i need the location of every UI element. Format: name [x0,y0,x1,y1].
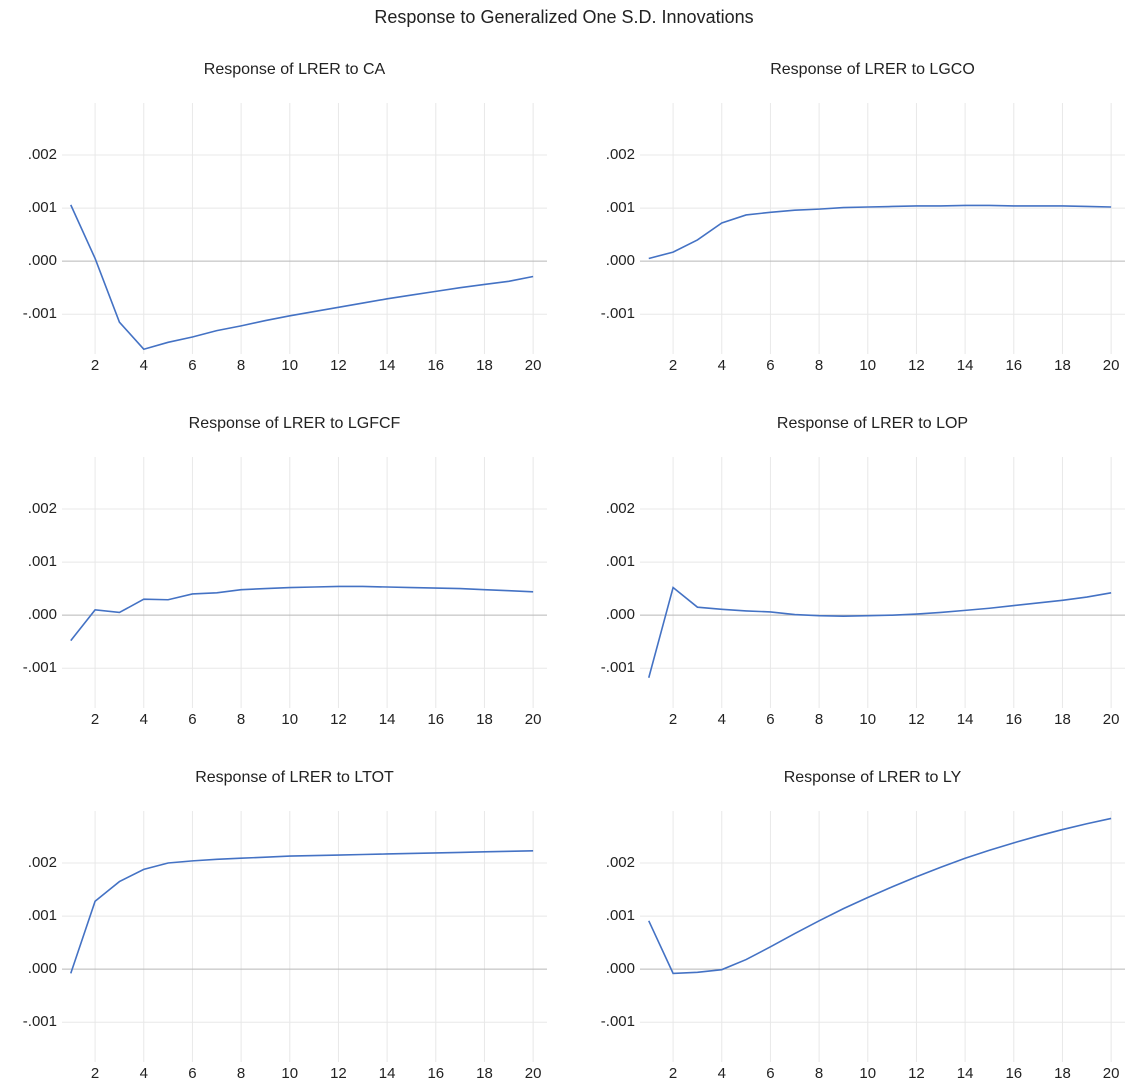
panel-title: Response of LRER to LGCO [770,61,975,78]
x-tick-label: 16 [427,711,444,728]
x-tick-label: 12 [330,1065,347,1082]
y-tick-label: .001 [606,199,635,216]
x-tick-label: 4 [718,357,726,374]
line [70,850,534,974]
y-tick-label: .000 [28,960,57,977]
x-tick-label: 2 [669,1065,677,1082]
x-tick-label: 4 [140,711,148,728]
x-tick-label: 18 [1054,1065,1071,1082]
x-tick-label: 16 [1005,711,1022,728]
y-tick-label: .002 [606,500,635,517]
y-tick-label: .002 [28,146,57,163]
panel-title: Response of LRER to CA [204,61,386,78]
x-tick-label: 2 [669,357,677,374]
y-tick-label: .001 [28,553,57,570]
x-tick-label: 10 [859,1065,876,1082]
x-tick-label: 8 [815,357,823,374]
y-tick-label: -.001 [23,305,57,322]
x-tick-label: 18 [1054,711,1071,728]
panel-title: Response of LRER to LOP [777,415,968,432]
x-tick-label: 12 [330,711,347,728]
x-tick-label: 6 [766,1065,774,1082]
y-tick-label: .000 [606,960,635,977]
x-tick-label: 14 [379,357,396,374]
y-tick-label: .002 [28,500,57,517]
y-tick-label: .002 [28,854,57,871]
y-tick-label: -.001 [601,659,635,676]
x-tick-label: 16 [1005,1065,1022,1082]
x-tick-label: 10 [281,1065,298,1082]
x-tick-label: 8 [815,711,823,728]
x-tick-label: 2 [91,357,99,374]
x-tick-label: 12 [330,357,347,374]
x-tick-label: 12 [908,1065,925,1082]
x-tick-label: 16 [1005,357,1022,374]
x-tick-label: 12 [908,357,925,374]
line [648,204,1112,260]
x-tick-label: 20 [525,711,542,728]
x-tick-label: 20 [525,357,542,374]
x-tick-label: 6 [766,711,774,728]
y-tick-label: .001 [606,907,635,924]
y-tick-label: .001 [28,907,57,924]
y-tick-label: .002 [606,854,635,871]
panel-title: Response of LRER to LGFCF [189,415,401,432]
panel-title: Response of LRER to LTOT [195,769,394,786]
x-tick-label: 2 [91,1065,99,1082]
x-tick-label: 8 [237,1065,245,1082]
x-tick-label: 20 [525,1065,542,1082]
x-tick-label: 6 [188,711,196,728]
x-tick-label: 18 [476,1065,493,1082]
x-tick-label: 10 [859,357,876,374]
y-tick-label: -.001 [601,1013,635,1030]
x-tick-label: 14 [957,1065,974,1082]
y-tick-label: .001 [28,199,57,216]
line [70,585,534,642]
panel-title: Response of LRER to LY [784,769,962,786]
x-tick-label: 20 [1103,357,1120,374]
x-tick-label: 10 [281,357,298,374]
x-tick-label: 6 [188,1065,196,1082]
y-tick-label: -.001 [601,305,635,322]
y-tick-label: .000 [606,252,635,269]
x-tick-label: 18 [476,711,493,728]
x-tick-label: 6 [766,357,774,374]
x-tick-label: 18 [476,357,493,374]
x-tick-label: 2 [91,711,99,728]
x-tick-label: 4 [718,1065,726,1082]
x-tick-label: 12 [908,711,925,728]
x-tick-label: 8 [815,1065,823,1082]
x-tick-label: 8 [237,357,245,374]
y-tick-label: .000 [606,606,635,623]
line [647,586,1112,678]
y-tick-label: -.001 [23,1013,57,1030]
x-tick-label: 14 [379,711,396,728]
line [648,817,1112,975]
x-tick-label: 4 [140,357,148,374]
x-tick-label: 16 [427,1065,444,1082]
x-tick-label: 18 [1054,357,1071,374]
x-tick-label: 20 [1103,1065,1120,1082]
y-tick-label: .000 [28,606,57,623]
x-tick-label: 6 [188,357,196,374]
x-tick-label: 10 [859,711,876,728]
x-tick-label: 10 [281,711,298,728]
x-tick-label: 8 [237,711,245,728]
line [70,204,534,351]
x-tick-label: 14 [957,711,974,728]
x-tick-label: 20 [1103,711,1120,728]
y-tick-label: -.001 [23,659,57,676]
y-tick-label: .000 [28,252,57,269]
x-tick-label: 4 [718,711,726,728]
x-tick-label: 4 [140,1065,148,1082]
x-tick-label: 2 [669,711,677,728]
chart-title: Response to Generalized One S.D. Innovat… [374,7,753,27]
y-tick-label: .001 [606,553,635,570]
x-tick-label: 14 [957,357,974,374]
y-tick-label: .002 [606,146,635,163]
x-tick-label: 16 [427,357,444,374]
x-tick-label: 14 [379,1065,396,1082]
